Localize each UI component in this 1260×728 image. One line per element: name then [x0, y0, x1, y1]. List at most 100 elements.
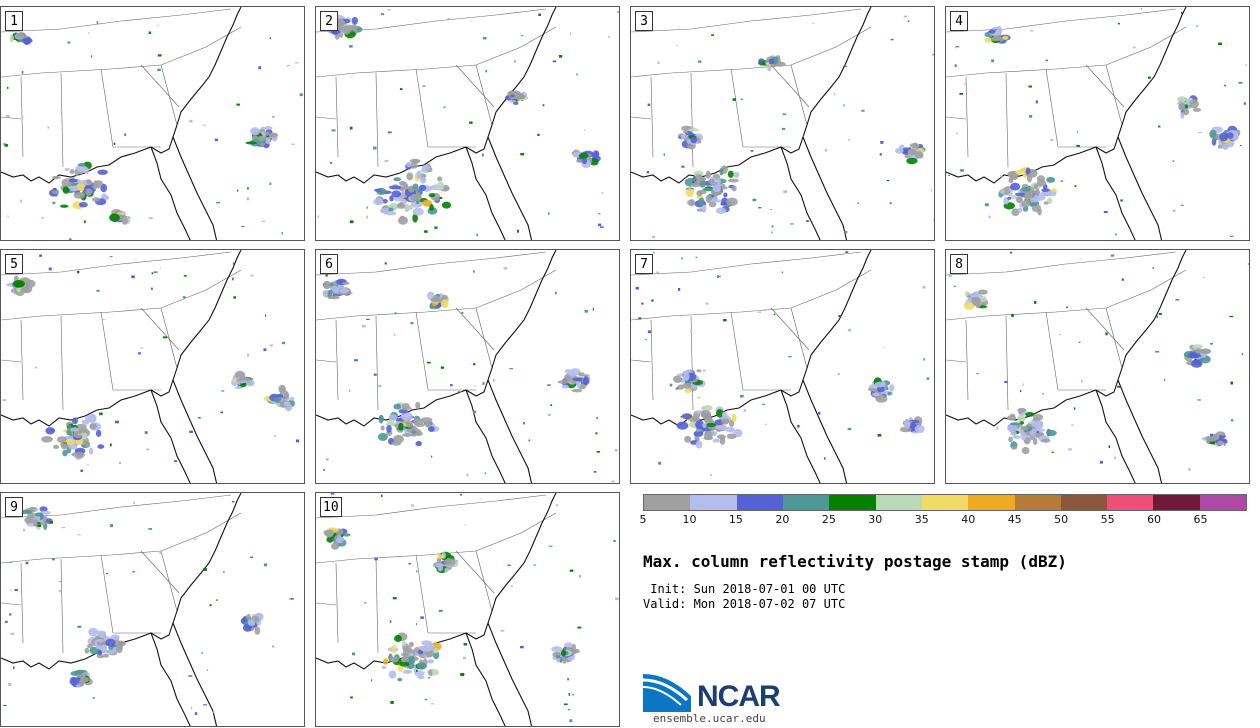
reflectivity-echo [394, 312, 397, 315]
reflectivity-echo [685, 188, 695, 197]
reflectivity-echo [75, 183, 87, 191]
reflectivity-echo [131, 275, 135, 279]
reflectivity-echo [348, 389, 351, 393]
state-border [316, 602, 337, 606]
reflectivity-echo [406, 660, 415, 669]
reflectivity-echo [408, 563, 411, 565]
reflectivity-echo [520, 153, 525, 156]
reflectivity-echo [1031, 202, 1038, 206]
state-border [375, 72, 379, 168]
reflectivity-echo [845, 251, 849, 253]
reflectivity-echo [110, 443, 112, 447]
reflectivity-echo [702, 187, 713, 191]
colorbar-tick: 60 [1147, 513, 1162, 526]
state-border [415, 68, 429, 148]
reflectivity-echo [731, 185, 737, 192]
map-canvas [1, 250, 300, 483]
reflectivity-echo [78, 433, 82, 435]
figure-title: Max. column reflectivity postage stamp (… [643, 552, 1067, 571]
reflectivity-echo [548, 545, 553, 547]
reflectivity-echo [398, 216, 408, 225]
reflectivity-echo [415, 440, 422, 447]
reflectivity-echo [403, 204, 414, 211]
reflectivity-echo [1031, 421, 1043, 429]
reflectivity-echo [571, 388, 583, 393]
reflectivity-echo [517, 229, 519, 233]
reflectivity-echo [932, 53, 934, 56]
reflectivity-echo [441, 294, 448, 300]
reflectivity-echo [1007, 415, 1017, 421]
reflectivity-echo [1000, 175, 1003, 178]
colorbar-swatch [968, 495, 1015, 510]
reflectivity-echo [291, 143, 295, 145]
reflectivity-echo [32, 519, 39, 527]
reflectivity-echo [1020, 389, 1022, 393]
colorbar-tick: 45 [1007, 513, 1022, 526]
reflectivity-echo [1074, 185, 1077, 187]
reflectivity-echo [1158, 313, 1162, 315]
state-border [1045, 311, 1059, 391]
reflectivity-echo [1022, 383, 1024, 386]
reflectivity-echo [77, 270, 80, 274]
reflectivity-echo [548, 212, 550, 215]
reflectivity-echo [273, 435, 277, 437]
state-border [100, 68, 114, 148]
reflectivity-echo [450, 384, 453, 387]
reflectivity-echo [265, 314, 267, 317]
reflectivity-echo [874, 381, 886, 388]
reflectivity-echo [258, 66, 262, 70]
reflectivity-echo [97, 169, 108, 175]
reflectivity-echo [221, 390, 225, 392]
reflectivity-echo [721, 418, 730, 425]
state-border [60, 315, 64, 411]
colorbar-swatch [1199, 495, 1247, 510]
reflectivity-echo [84, 647, 90, 654]
coastline [172, 622, 218, 726]
reflectivity-echo [420, 177, 427, 184]
state-border [946, 116, 967, 120]
panel-label: 7 [635, 254, 653, 274]
reflectivity-echo [559, 660, 563, 663]
reflectivity-echo [416, 662, 427, 670]
reflectivity-echo [408, 655, 415, 661]
reflectivity-echo [392, 597, 397, 600]
reflectivity-echo [758, 207, 762, 209]
reflectivity-echo [247, 353, 250, 357]
reflectivity-echo [806, 220, 809, 222]
reflectivity-echo [92, 697, 96, 699]
reflectivity-echo [789, 223, 794, 225]
reflectivity-echo [781, 127, 786, 130]
reflectivity-echo [400, 652, 410, 657]
reflectivity-echo [351, 16, 358, 25]
state-border [730, 68, 744, 148]
panel-label: 1 [5, 11, 23, 31]
coastline [465, 146, 506, 240]
reflectivity-echo [85, 443, 91, 448]
reflectivity-echo [909, 143, 920, 148]
reflectivity-echo [740, 395, 744, 398]
reflectivity-echo [121, 216, 128, 225]
reflectivity-echo [680, 134, 686, 140]
reflectivity-echo [575, 377, 583, 382]
member-panel-3: 3 [630, 6, 935, 241]
reflectivity-echo [10, 589, 12, 592]
map-canvas [946, 250, 1249, 483]
coastline [150, 146, 191, 240]
colorbar-swatch [1014, 495, 1061, 510]
reflectivity-echo [391, 190, 401, 198]
reflectivity-echo [110, 524, 113, 528]
colorbar-tick: 10 [682, 513, 697, 526]
state-border [1105, 64, 1123, 126]
reflectivity-echo [100, 644, 107, 654]
reflectivity-echo [547, 413, 551, 416]
reflectivity-echo [399, 88, 403, 91]
reflectivity-echo [216, 201, 220, 204]
reflectivity-echo [387, 131, 392, 134]
reflectivity-echo [246, 197, 250, 201]
reflectivity-echo [269, 37, 271, 39]
state-border [140, 64, 180, 108]
coastline [946, 250, 1187, 427]
reflectivity-echo [354, 359, 358, 362]
reflectivity-echo [415, 423, 425, 427]
reflectivity-echo [890, 38, 894, 41]
